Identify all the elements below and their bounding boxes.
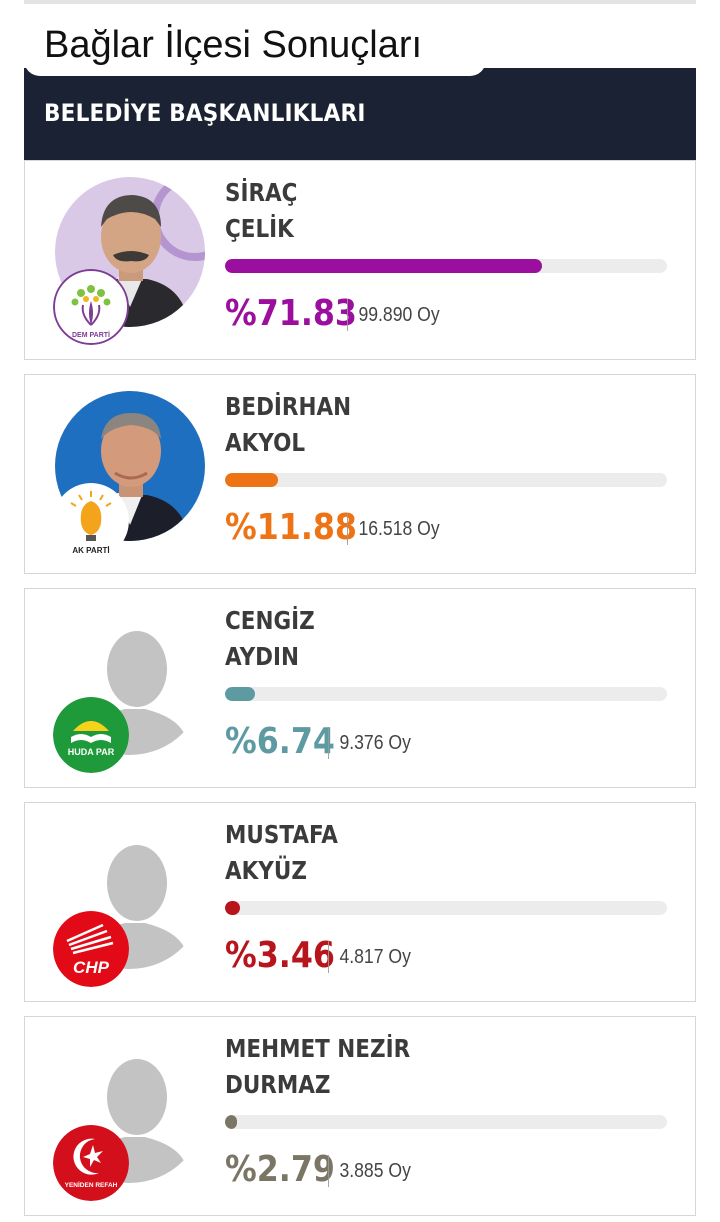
candidate-name: MUSTAFA AKYÜZ — [225, 817, 338, 889]
chp-logo-icon: CHP — [53, 911, 129, 987]
vote-percentage: %11.88 — [225, 507, 357, 548]
candidate-card[interactable]: HUDA PAR CENGİZ AYDIN %6.74 9.376 Oy — [24, 588, 696, 788]
vote-count: 4.817 Oy — [328, 941, 411, 973]
ak-parti-logo-icon: AK PARTİ — [53, 483, 129, 559]
candidate-name: MEHMET NEZİR DURMAZ — [225, 1031, 410, 1103]
page-title: Bağlar İlçesi Sonuçları — [44, 24, 423, 66]
vote-share-fill — [225, 901, 241, 915]
candidate-first-name: BEDİRHAN — [225, 392, 352, 421]
section-header: BELEDİYE BAŞKANLIKLARI — [24, 68, 696, 160]
vote-share-bar — [225, 687, 667, 701]
vote-count: 9.376 Oy — [328, 727, 411, 759]
yeniden-refah-logo-icon: YENİDEN REFAH — [53, 1125, 129, 1201]
vote-count: 99.890 Oy — [347, 299, 440, 331]
candidate-first-name: MEHMET NEZİR — [225, 1034, 411, 1063]
vote-count: 3.885 Oy — [328, 1155, 411, 1187]
candidate-last-name: DURMAZ — [225, 1070, 331, 1099]
dem-parti-logo-icon: DEM PARTİ — [53, 269, 129, 345]
candidate-last-name: ÇELİK — [225, 214, 294, 243]
candidate-last-name: AKYÜZ — [225, 856, 307, 885]
vote-percentage: %3.46 — [225, 935, 335, 976]
candidate-name: SİRAÇ ÇELİK — [225, 175, 297, 247]
vote-percentage: %71.83 — [225, 293, 357, 334]
vote-percentage: %6.74 — [225, 721, 335, 762]
svg-text:CHP: CHP — [73, 958, 110, 977]
vote-share-bar — [225, 473, 667, 487]
candidate-card[interactable]: AK PARTİ BEDİRHAN AKYOL %11.88 16.518 Oy — [24, 374, 696, 574]
vote-share-fill — [225, 473, 278, 487]
vote-share-bar — [225, 1115, 667, 1129]
candidate-first-name: CENGİZ — [225, 606, 315, 635]
candidate-first-name: SİRAÇ — [225, 178, 298, 207]
vote-count: 16.518 Oy — [347, 513, 440, 545]
candidate-last-name: AYDIN — [225, 642, 300, 671]
svg-text:YENİDEN REFAH: YENİDEN REFAH — [65, 1181, 118, 1189]
section-header-label: BELEDİYE BAŞKANLIKLARI — [44, 99, 366, 127]
svg-text:DEM PARTİ: DEM PARTİ — [72, 331, 110, 339]
huda-par-logo-icon: HUDA PAR — [53, 697, 129, 773]
candidate-card[interactable]: YENİDEN REFAH MEHMET NEZİR DURMAZ %2.79 … — [24, 1016, 696, 1216]
title-tab: Bağlar İlçesi Sonuçları — [24, 14, 486, 76]
vote-share-bar — [225, 259, 667, 273]
candidate-name: BEDİRHAN AKYOL — [225, 389, 351, 461]
candidate-first-name: MUSTAFA — [225, 820, 338, 849]
svg-text:HUDA PAR: HUDA PAR — [68, 747, 115, 757]
vote-share-fill — [225, 1115, 238, 1129]
candidate-card[interactable]: CHP MUSTAFA AKYÜZ %3.46 4.817 Oy — [24, 802, 696, 1002]
svg-text:AK PARTİ: AK PARTİ — [72, 546, 109, 555]
top-divider — [24, 0, 696, 4]
vote-share-fill — [225, 687, 255, 701]
candidate-last-name: AKYOL — [225, 428, 306, 457]
vote-share-fill — [225, 259, 543, 273]
vote-percentage: %2.79 — [225, 1149, 335, 1190]
candidate-card[interactable]: DEM PARTİ SİRAÇ ÇELİK %71.83 99.890 Oy — [24, 160, 696, 360]
vote-share-bar — [225, 901, 667, 915]
candidate-name: CENGİZ AYDIN — [225, 603, 315, 675]
